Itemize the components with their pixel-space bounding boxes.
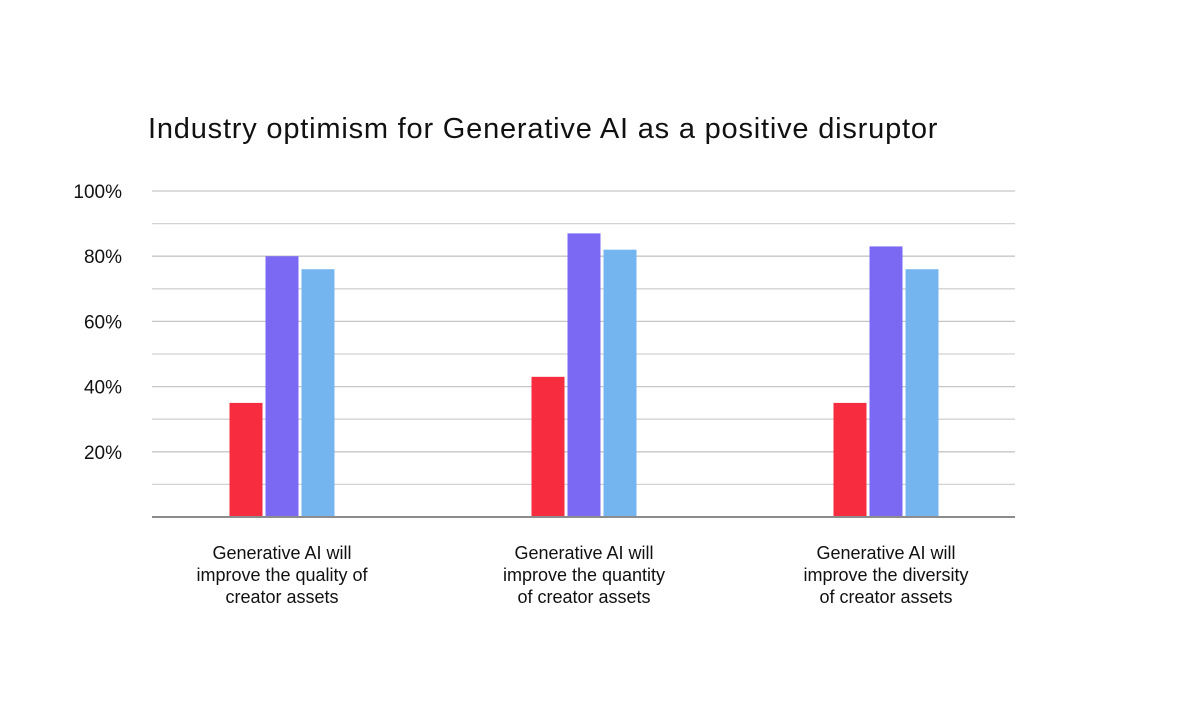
- y-tick-label: 100%: [73, 182, 122, 203]
- bar: [265, 256, 299, 517]
- y-tick-label: 20%: [84, 443, 122, 464]
- bar: [833, 402, 867, 517]
- bar: [567, 233, 601, 517]
- bar: [905, 269, 939, 517]
- bar: [301, 269, 335, 517]
- bar: [869, 246, 903, 518]
- chart-title: Industry optimism for Generative AI as a…: [148, 113, 939, 145]
- y-tick-label: 60%: [84, 312, 122, 333]
- bar: [229, 402, 263, 517]
- x-tick-label: Generative AI will improve the quality of…: [196, 543, 368, 607]
- y-tick-label: 40%: [84, 378, 122, 399]
- bar: [531, 376, 565, 517]
- x-tick-label: Generative AI will improve the quantity of…: [503, 543, 665, 607]
- y-tick-label: 80%: [84, 247, 122, 268]
- bar: [603, 249, 637, 517]
- x-tick-label: Generative AI will improve the diversity o…: [803, 543, 968, 607]
